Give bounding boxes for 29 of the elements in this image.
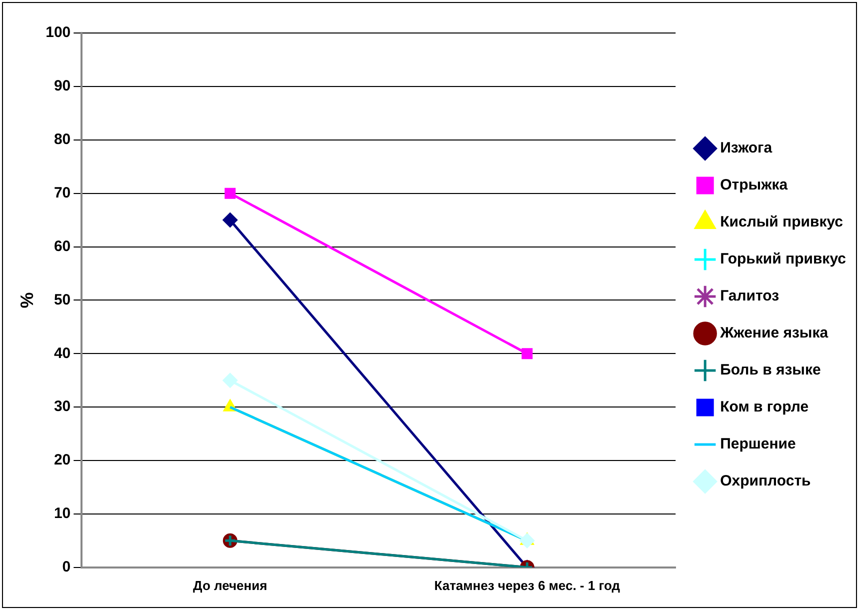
y-tick-label: 10 — [54, 505, 71, 522]
y-tick-label: 100 — [46, 24, 71, 42]
legend-label: Горький привкус — [720, 250, 846, 268]
point — [222, 212, 238, 228]
legend-label: Боль в языке — [720, 362, 821, 379]
legend-label: Охриплость — [720, 472, 811, 490]
legend-label: Кислый привкус — [720, 214, 844, 231]
point — [222, 373, 238, 388]
y-tick-label: 90 — [54, 78, 71, 95]
legend-label: Галитоз — [720, 288, 780, 305]
point — [520, 533, 534, 548]
point — [224, 188, 236, 199]
y-tick-label: 20 — [54, 452, 71, 469]
y-tick-label: 50 — [54, 291, 71, 308]
y-tick-label: 30 — [54, 398, 71, 416]
point — [522, 348, 533, 360]
y-axis-title: % — [16, 292, 37, 308]
y-tick-label: 80 — [54, 131, 71, 148]
legend-label: Першение — [720, 436, 796, 453]
legend-label: Жжение языка — [719, 324, 829, 342]
y-tick-label: 70 — [54, 184, 71, 202]
y-tick-label: 60 — [54, 238, 71, 255]
legend-label: Изжога — [720, 140, 773, 157]
legend-label: Отрыжка — [720, 176, 788, 194]
y-tick-label: 0 — [62, 558, 71, 576]
x-tick-label: Катамнез через 6 мес. - 1 год — [434, 578, 621, 593]
x-tick-label: До лечения — [193, 578, 268, 593]
legend-label: Ком в горле — [720, 398, 809, 416]
y-tick-label: 40 — [54, 344, 71, 362]
